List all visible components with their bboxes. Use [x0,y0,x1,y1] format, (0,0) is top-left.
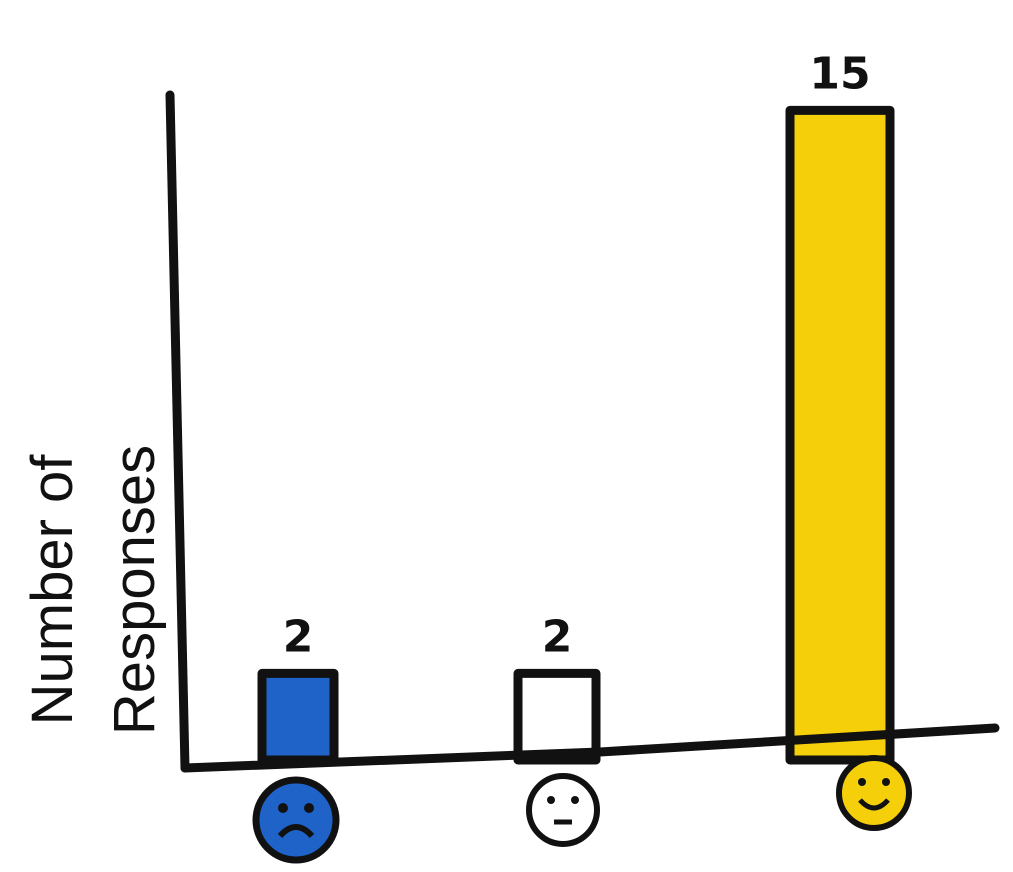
y-axis-label: Number of Responses [20,445,167,735]
y-label-line: Responses [102,445,167,735]
bar [262,673,334,760]
face-happy [839,758,909,828]
chart: Number of Responses 2 2 15 [0,0,1013,872]
value-label: 2 [283,611,314,662]
plot: 2 2 15 [262,48,890,760]
face-neutral [529,776,597,844]
value-label: 15 [809,48,870,99]
value-label: 2 [542,611,573,662]
face-sad [256,780,336,860]
y-label-line: Number of [20,454,85,726]
bar [790,110,890,760]
y-axis [170,95,185,768]
bar [518,673,596,760]
